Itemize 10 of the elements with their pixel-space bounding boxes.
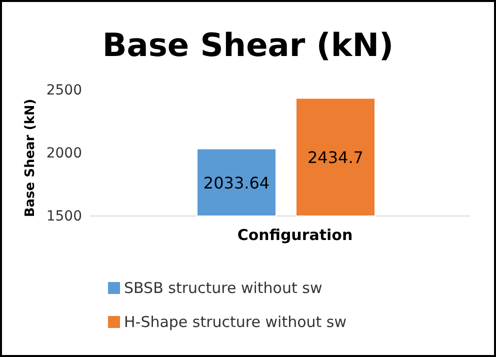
- y-axis-title: Base Shear (kN): [23, 98, 38, 218]
- data-label: 2033.64: [203, 173, 270, 192]
- y-tick-label: 2500: [46, 82, 82, 98]
- y-tick-label: 2000: [46, 145, 82, 162]
- legend-label: SBSB structure without sw: [124, 279, 322, 297]
- legend-label: H-Shape structure without sw: [124, 313, 347, 331]
- chart-title: Base Shear (kN): [102, 26, 394, 64]
- data-label: 2434.7: [308, 148, 364, 168]
- y-tick-label: 1500: [46, 208, 82, 224]
- x-axis-title: Configuration: [237, 226, 353, 244]
